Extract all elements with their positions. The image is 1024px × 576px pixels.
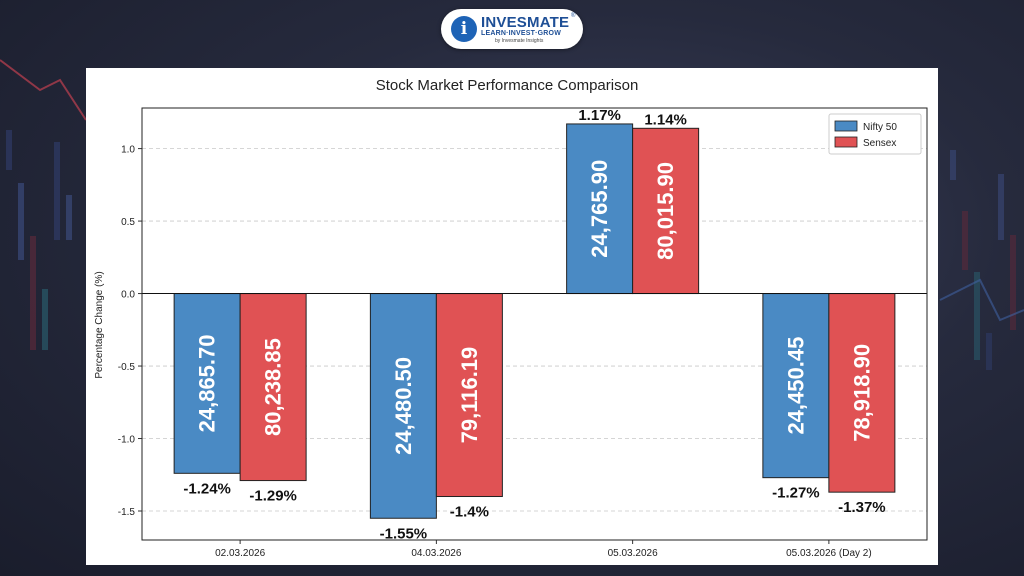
logo-registered-mark: ® [571,13,576,19]
bg-candle [950,150,956,180]
bg-candle [1010,235,1016,330]
bar-sensex [435,293,503,498]
bar-value-label: -1.24% [183,480,231,497]
legend-label: Nifty 50 [863,122,897,133]
bg-candle [986,333,992,370]
bg-candle [54,142,60,240]
bar-value-label: -1.37% [838,499,886,516]
bar-value-label: -1.55% [380,525,428,542]
invesmate-logo: i INVESMATE ® LEARN·INVEST·GROW by Inves… [441,9,583,49]
logo-i-icon: i [451,16,477,42]
y-tick-label: -1.0 [118,435,136,446]
bar-value-label: -1.4% [450,504,489,521]
x-tick-label: 05.03.2026 [608,548,658,559]
y-tick-label: 1.0 [121,145,135,156]
logo-tagline: LEARN·INVEST·GROW [481,30,562,37]
bg-trend-line [0,59,87,121]
bar-nifty-50 [762,293,830,479]
legend-label: Sensex [863,138,896,149]
y-tick-label: 0.0 [121,290,135,301]
chart-title: Stock Market Performance Comparison [376,77,639,94]
bar-index-level: 24,450.45 [783,337,808,435]
y-axis-label: Percentage Change (%) [94,271,105,378]
bg-candle [974,272,980,360]
bar-value-label: -1.27% [772,485,820,502]
bar-index-level: 79,116.19 [457,347,482,444]
bar-index-level: 24,865.70 [195,334,220,432]
x-tick-label: 02.03.2026 [215,548,265,559]
y-tick-label: -1.5 [118,507,136,518]
bar-index-level: 78,918.90 [849,344,874,442]
bg-candle [998,174,1004,240]
logo-name: INVESMATE [481,14,570,31]
x-tick-label: 04.03.2026 [411,548,461,559]
bar-nifty-50 [173,293,241,474]
chart-panel: Stock Market Performance Comparison Perc… [86,68,938,565]
bar-index-level: 80,238.85 [261,338,286,436]
legend-swatch [834,120,858,132]
bg-candle [66,195,72,240]
plot-area-frame [141,107,928,541]
bar-value-label: 1.14% [644,111,687,128]
bar-value-label: -1.29% [249,488,297,505]
bar-index-level: 24,765.90 [587,160,612,258]
bg-candle [42,289,48,350]
bg-candle [18,183,24,260]
y-tick-label: 0.5 [121,217,135,228]
bg-candle [6,130,12,170]
legend-swatch [834,136,858,148]
bg-trend-line [939,278,1024,322]
bar-nifty-50 [566,123,634,295]
y-tick-label: -0.5 [118,362,136,373]
logo-byline: by Invesmate Insights [495,38,544,44]
bar-index-level: 80,015.90 [653,162,678,260]
bg-candle [962,211,968,270]
bar-sensex [828,293,896,493]
bar-value-label: 1.17% [578,107,621,124]
x-tick-label: 05.03.2026 (Day 2) [786,548,872,559]
bar-chart: Stock Market Performance Comparison Perc… [94,77,928,559]
bar-sensex [239,293,307,482]
bg-candle [30,236,36,350]
bar-index-level: 24,480.50 [391,357,416,455]
